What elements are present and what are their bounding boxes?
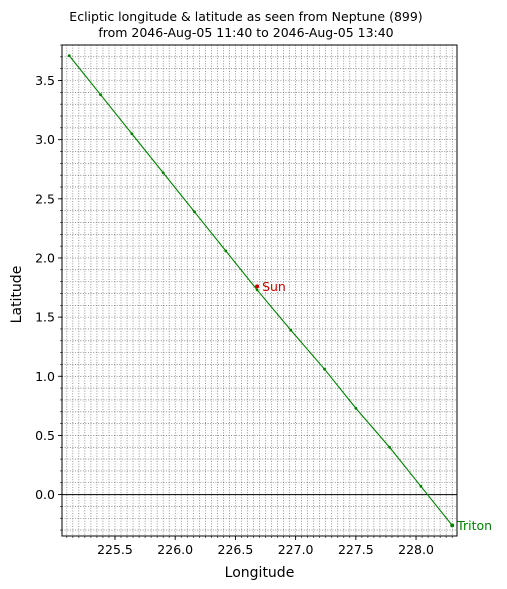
series-line-triton: [68, 55, 453, 526]
y-tick-label: 2.5: [35, 191, 55, 206]
y-tick-label: 2.0: [35, 250, 55, 265]
x-tick-label: 225.5: [97, 542, 133, 557]
series-point: [388, 445, 391, 449]
annotation-label-sun: Sun: [262, 279, 286, 294]
series-point: [67, 54, 71, 58]
y-tick-label: 0.0: [35, 487, 55, 502]
axes: 225.5 226.0 226.5 227.0 227.5 228.0 0.0 0.5 1.0 1…: [35, 44, 458, 557]
x-tick-label: 226.0: [157, 542, 193, 557]
grid: [62, 44, 457, 536]
chart-subtitle: from 2046-Aug-05 11:40 to 2046-Aug-05 13…: [98, 25, 393, 40]
annotation-marker-triton: [450, 523, 455, 528]
annotation-marker-sun: [255, 284, 260, 289]
series-point: [193, 210, 196, 214]
x-tick-label: 227.0: [278, 542, 314, 557]
series-point: [419, 484, 423, 488]
series-point: [99, 93, 102, 97]
x-tick-label: 228.0: [398, 542, 434, 557]
series-point: [354, 406, 358, 410]
y-tick-label: 1.0: [35, 369, 55, 384]
x-tick-label: 227.5: [338, 542, 374, 557]
series-point: [161, 171, 165, 175]
x-axis-label: Longitude: [225, 565, 295, 581]
y-tick-label: 0.5: [35, 428, 55, 443]
series-point: [289, 328, 293, 332]
series-point: [323, 367, 326, 371]
annotation-label-triton: Triton: [456, 518, 492, 533]
series-point: [224, 249, 228, 253]
y-tick-label: 3.0: [35, 132, 55, 147]
y-axis-label: Latitude: [9, 266, 25, 324]
y-tick-label: 1.5: [35, 310, 55, 325]
series-point: [255, 288, 259, 292]
x-tick-label: 226.5: [218, 542, 254, 557]
y-tick-label: 3.5: [35, 73, 55, 88]
series-point: [130, 132, 134, 136]
plot-area: Sun Triton: [62, 54, 492, 533]
chart-title: Ecliptic longitude & latitude as seen fr…: [69, 9, 422, 24]
